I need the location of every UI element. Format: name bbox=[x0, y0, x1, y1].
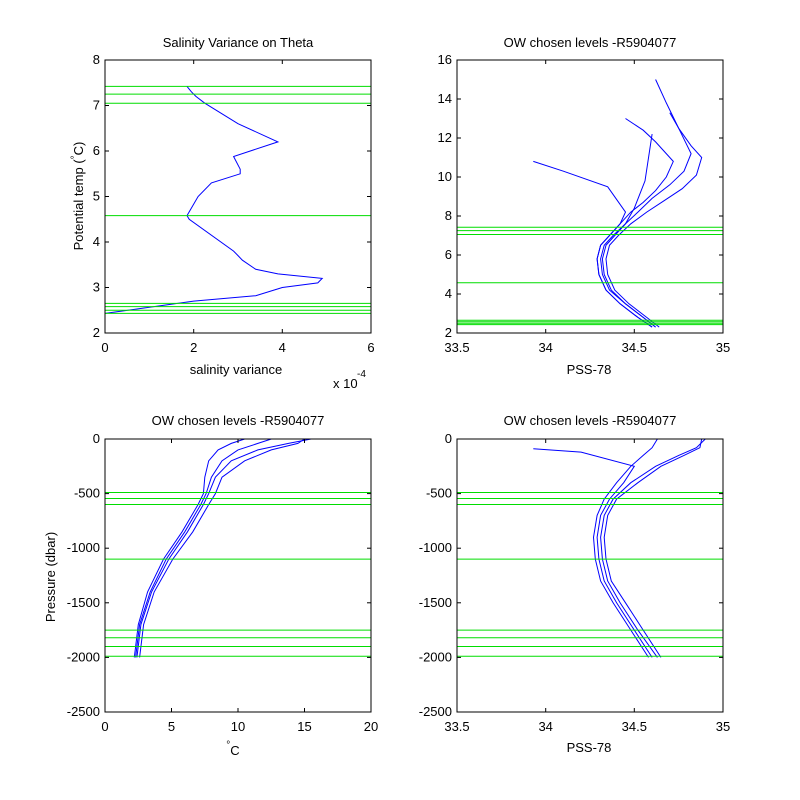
p3-data-series-2 bbox=[133, 438, 245, 658]
p2-y-tick-label: 8 bbox=[445, 208, 452, 223]
p3-data-series-4 bbox=[135, 438, 272, 658]
p3-x-tick-label: 5 bbox=[168, 719, 175, 734]
p3-y-tick-label: -500 bbox=[74, 486, 100, 501]
p3-data-series-1 bbox=[136, 438, 312, 658]
p1-y-tick-label: 7 bbox=[93, 98, 100, 113]
panel-temperature-pressure: OW chosen levels -R5904077 0 5 10 15 20 -2500… bbox=[43, 413, 378, 758]
p2-y-tick-label: 4 bbox=[445, 286, 452, 301]
p2-x-axis-label: PSS-78 bbox=[567, 362, 612, 377]
p2-data-series-3 bbox=[605, 112, 703, 328]
p3-axes-frame bbox=[104, 438, 372, 713]
p1-title: Salinity Variance on Theta bbox=[163, 35, 314, 50]
p4-y-tick-label: -1500 bbox=[419, 595, 452, 610]
p1-y-tick-label: 5 bbox=[93, 189, 100, 204]
p3-axes-border bbox=[104, 438, 372, 713]
p4-y-tick-label: -1000 bbox=[419, 540, 452, 555]
p4-y-tick-label: -2500 bbox=[419, 704, 452, 719]
p4-data-series-3 bbox=[603, 438, 703, 658]
p1-x-tick-label: 2 bbox=[190, 340, 197, 355]
p1-y-tick-label: 8 bbox=[93, 52, 100, 67]
p3-x-tick-label: 0 bbox=[101, 719, 108, 734]
p4-y-tick-label: -2000 bbox=[419, 649, 452, 664]
p3-y-tick-label: -1500 bbox=[67, 595, 100, 610]
p2-y-tick-label: 14 bbox=[438, 91, 452, 106]
p3-data-series-3 bbox=[139, 438, 305, 658]
p1-axes-border bbox=[104, 59, 372, 334]
p1-y-tick-label: 2 bbox=[93, 325, 100, 340]
p4-axes-frame bbox=[456, 438, 724, 713]
p2-x-tick-label: 35 bbox=[716, 340, 730, 355]
p2-data-series-4 bbox=[533, 160, 653, 328]
p4-data-series-4 bbox=[533, 448, 653, 658]
panel-salinity-pressure: OW chosen levels -R5904077 33.5 34 34.5 35 -… bbox=[419, 413, 730, 755]
p2-data-series-5 bbox=[601, 134, 656, 328]
p4-x-axis-label: PSS-78 bbox=[567, 740, 612, 755]
p4-x-tick-label: 35 bbox=[716, 719, 730, 734]
p3-y-axis-label: Pressure (dbar) bbox=[43, 532, 58, 622]
p2-y-tick-label: 16 bbox=[438, 52, 452, 67]
p4-x-tick-label: 34 bbox=[538, 719, 552, 734]
p1-y-axis-label: Potential temp (°C) bbox=[70, 142, 86, 251]
p4-title: OW chosen levels -R5904077 bbox=[504, 413, 677, 428]
p2-title: OW chosen levels -R5904077 bbox=[504, 35, 677, 50]
p2-x-tick-label: 34 bbox=[538, 340, 552, 355]
p2-axes-frame bbox=[456, 59, 724, 334]
p1-x-exponent: -4 bbox=[357, 369, 366, 380]
p3-x-axis-label: °C bbox=[226, 740, 239, 758]
p3-x-tick-label: 15 bbox=[297, 719, 311, 734]
p4-axes-border bbox=[456, 438, 724, 713]
p3-y-tick-label: -1000 bbox=[67, 540, 100, 555]
p4-y-tick-label: 0 bbox=[445, 431, 452, 446]
p3-x-tick-label: 10 bbox=[231, 719, 245, 734]
p3-title: OW chosen levels -R5904077 bbox=[152, 413, 325, 428]
p4-data-series-1 bbox=[600, 438, 706, 658]
p1-y-tick-label: 6 bbox=[93, 143, 100, 158]
p2-y-tick-label: 10 bbox=[438, 169, 452, 184]
panel-theta-salinity: OW chosen levels -R5904077 33.5 34 34.5 35 2… bbox=[438, 35, 731, 377]
p1-data-series-1 bbox=[104, 86, 324, 314]
p2-x-tick-label: 34.5 bbox=[622, 340, 647, 355]
p1-x-exponent-label: x 10 bbox=[333, 376, 358, 391]
p1-x-tick-label: 6 bbox=[367, 340, 374, 355]
p2-y-tick-label: 12 bbox=[438, 130, 452, 145]
p4-data-series-2 bbox=[592, 438, 658, 658]
p1-y-tick-label: 3 bbox=[93, 280, 100, 295]
p4-x-tick-label: 33.5 bbox=[444, 719, 469, 734]
p2-axes-border bbox=[456, 59, 724, 334]
p4-x-tick-label: 34.5 bbox=[622, 719, 647, 734]
p2-y-tick-label: 2 bbox=[445, 325, 452, 340]
p2-x-tick-label: 33.5 bbox=[444, 340, 469, 355]
p1-y-tick-label: 4 bbox=[93, 234, 100, 249]
p1-x-axis-label: salinity variance bbox=[190, 362, 283, 377]
p3-y-tick-label: -2500 bbox=[67, 704, 100, 719]
p4-y-tick-label: -500 bbox=[426, 486, 452, 501]
p1-axes-frame bbox=[104, 59, 372, 334]
p3-y-tick-label: -2000 bbox=[67, 649, 100, 664]
p3-x-tick-label: 20 bbox=[364, 719, 378, 734]
p1-x-tick-label: 4 bbox=[279, 340, 286, 355]
p2-y-tick-label: 6 bbox=[445, 247, 452, 262]
p3-y-tick-label: 0 bbox=[93, 431, 100, 446]
p1-x-tick-label: 0 bbox=[101, 340, 108, 355]
